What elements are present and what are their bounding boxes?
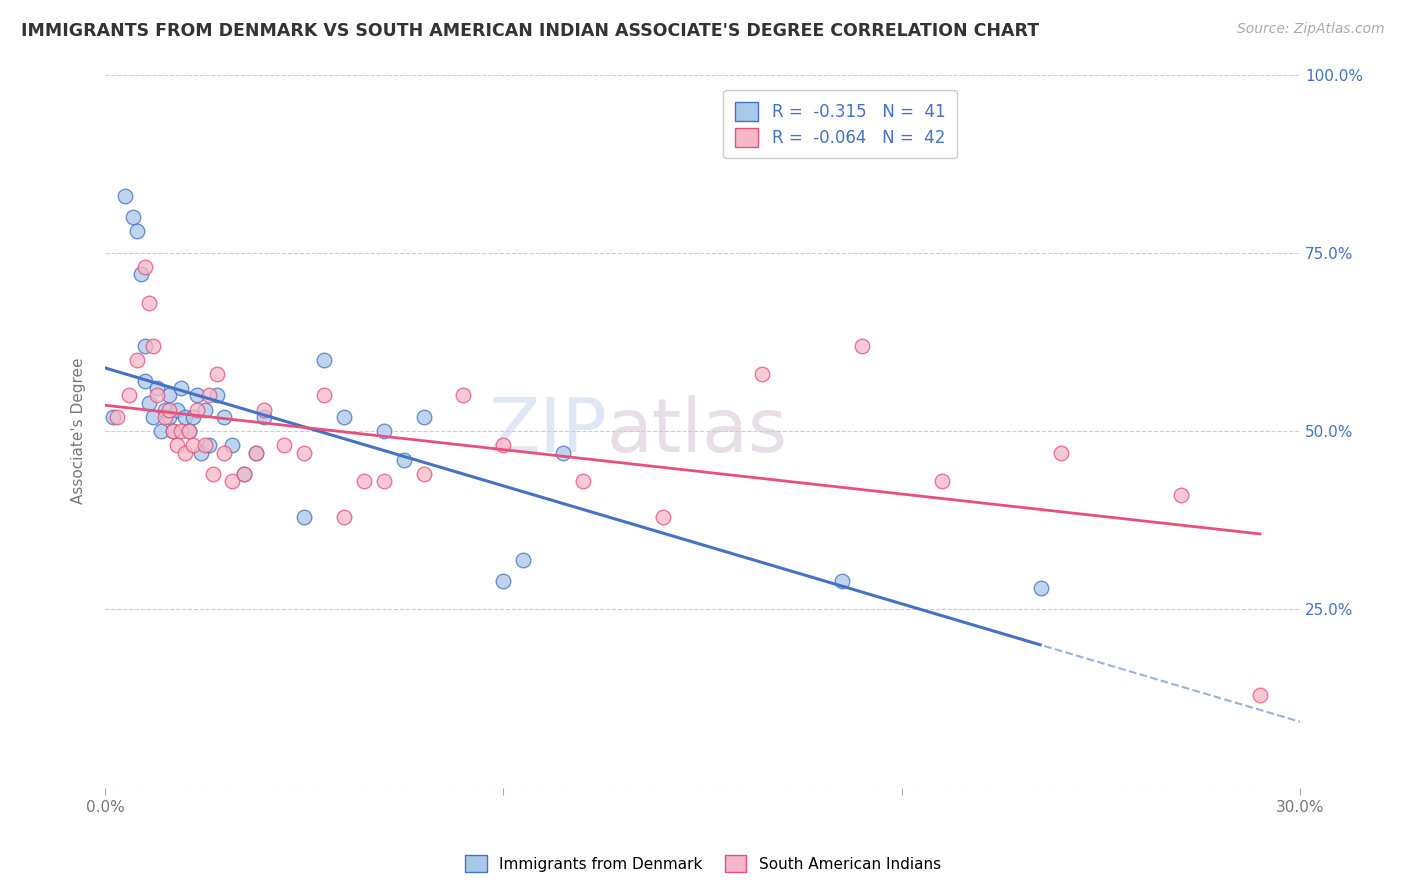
Point xyxy=(273,438,295,452)
Point xyxy=(173,409,195,424)
Point xyxy=(170,381,193,395)
Point xyxy=(177,424,200,438)
Point xyxy=(651,509,673,524)
Point xyxy=(186,388,208,402)
Legend: Immigrants from Denmark, South American Indians: Immigrants from Denmark, South American … xyxy=(457,847,949,880)
Point xyxy=(134,260,156,274)
Point xyxy=(205,367,228,381)
Point xyxy=(931,474,953,488)
Point xyxy=(292,445,315,459)
Point xyxy=(831,574,853,588)
Point xyxy=(412,409,434,424)
Point xyxy=(572,474,595,488)
Point xyxy=(751,367,773,381)
Point xyxy=(138,395,160,409)
Point xyxy=(292,509,315,524)
Point xyxy=(149,424,172,438)
Point xyxy=(245,445,267,459)
Point xyxy=(142,338,165,352)
Point xyxy=(492,438,515,452)
Point xyxy=(177,424,200,438)
Point xyxy=(125,224,148,238)
Point xyxy=(101,409,124,424)
Point xyxy=(551,445,574,459)
Point xyxy=(194,402,217,417)
Point xyxy=(221,474,243,488)
Point xyxy=(1249,688,1271,702)
Point xyxy=(197,438,219,452)
Y-axis label: Associate's Degree: Associate's Degree xyxy=(72,358,86,504)
Text: atlas: atlas xyxy=(607,394,787,467)
Point xyxy=(512,552,534,566)
Point xyxy=(153,402,176,417)
Point xyxy=(373,474,395,488)
Point xyxy=(142,409,165,424)
Point xyxy=(157,388,180,402)
Text: IMMIGRANTS FROM DENMARK VS SOUTH AMERICAN INDIAN ASSOCIATE'S DEGREE CORRELATION : IMMIGRANTS FROM DENMARK VS SOUTH AMERICA… xyxy=(21,22,1039,40)
Text: ZIP: ZIP xyxy=(488,394,607,467)
Point xyxy=(312,352,335,367)
Point xyxy=(253,402,276,417)
Point xyxy=(412,467,434,481)
Point xyxy=(146,381,169,395)
Point xyxy=(118,388,141,402)
Point xyxy=(312,388,335,402)
Point xyxy=(253,409,276,424)
Point xyxy=(146,388,169,402)
Point xyxy=(233,467,256,481)
Point xyxy=(162,424,184,438)
Point xyxy=(170,424,193,438)
Point xyxy=(166,402,188,417)
Point xyxy=(105,409,128,424)
Point xyxy=(197,388,219,402)
Point xyxy=(205,388,228,402)
Point xyxy=(492,574,515,588)
Point xyxy=(157,402,180,417)
Point xyxy=(1170,488,1192,502)
Point xyxy=(333,409,356,424)
Point xyxy=(453,388,475,402)
Point xyxy=(122,210,145,224)
Point xyxy=(214,409,236,424)
Point xyxy=(353,474,375,488)
Point xyxy=(194,438,217,452)
Point xyxy=(233,467,256,481)
Point xyxy=(214,445,236,459)
Point xyxy=(125,352,148,367)
Text: Source: ZipAtlas.com: Source: ZipAtlas.com xyxy=(1237,22,1385,37)
Point xyxy=(1050,445,1073,459)
Point xyxy=(333,509,356,524)
Point xyxy=(190,445,212,459)
Point xyxy=(181,438,204,452)
Point xyxy=(134,338,156,352)
Legend: R =  -0.315   N =  41, R =  -0.064   N =  42: R = -0.315 N = 41, R = -0.064 N = 42 xyxy=(724,90,957,159)
Point xyxy=(153,409,176,424)
Point xyxy=(157,409,180,424)
Point xyxy=(186,402,208,417)
Point xyxy=(181,409,204,424)
Point xyxy=(221,438,243,452)
Point xyxy=(134,374,156,388)
Point xyxy=(373,424,395,438)
Point xyxy=(166,438,188,452)
Point xyxy=(1029,581,1052,595)
Point xyxy=(245,445,267,459)
Point xyxy=(114,188,136,202)
Point xyxy=(138,295,160,310)
Point xyxy=(392,452,415,467)
Point xyxy=(201,467,224,481)
Point xyxy=(129,267,152,281)
Point xyxy=(851,338,873,352)
Point xyxy=(173,445,195,459)
Point xyxy=(162,424,184,438)
